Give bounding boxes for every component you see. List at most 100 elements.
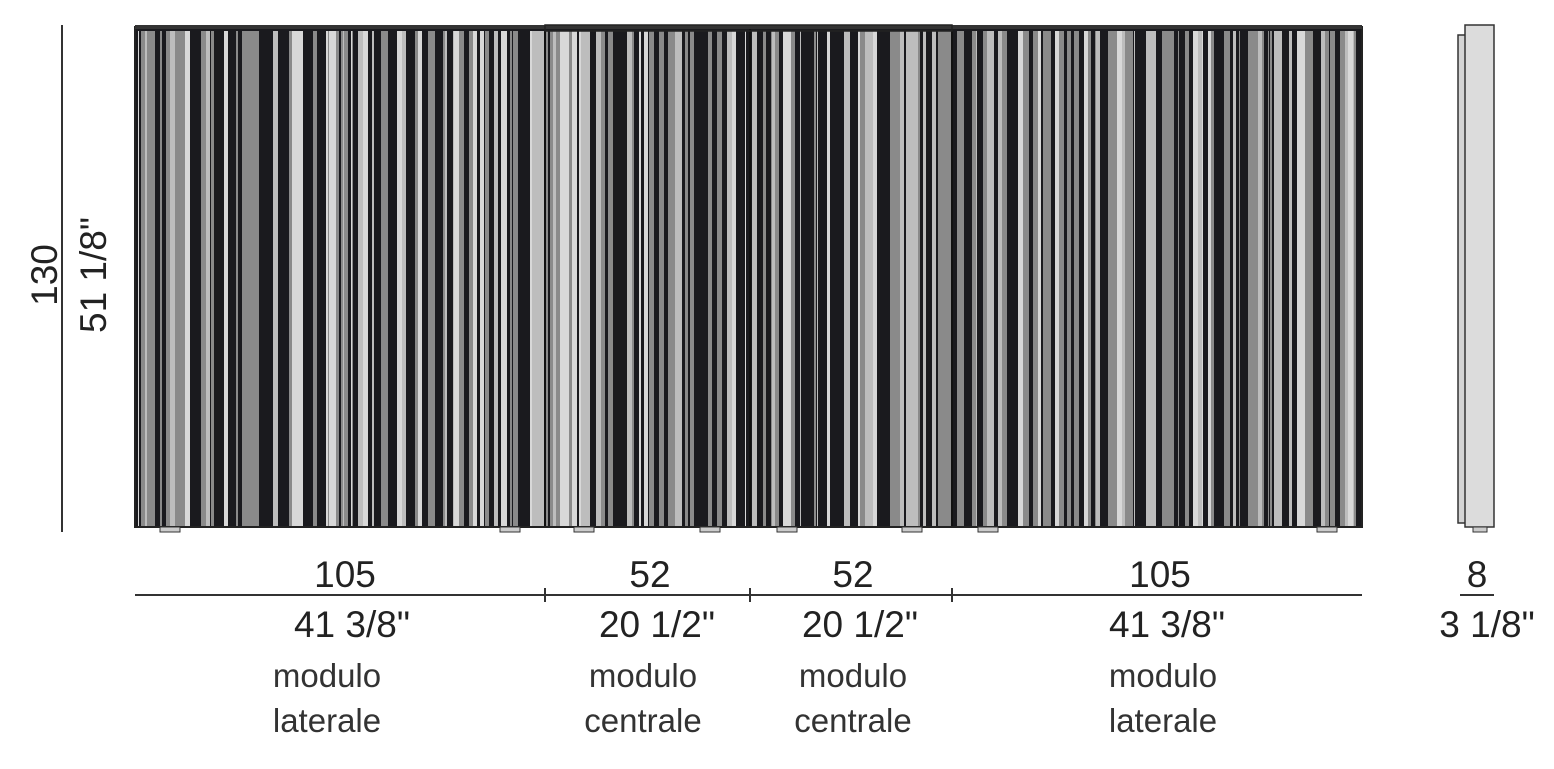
panel-stripe [358, 31, 363, 527]
panel-stripe [1269, 31, 1270, 527]
panel-stripe [590, 31, 592, 527]
panel-stripe [947, 31, 949, 527]
panel-stripe [500, 31, 501, 527]
panel-stripe [1012, 31, 1017, 527]
panel-stripe [1253, 31, 1258, 527]
panel-stripe [787, 31, 791, 527]
panel-stripe [1330, 31, 1334, 527]
panel-stripe [564, 31, 569, 527]
panel-stripe [321, 31, 326, 527]
height-in: 51 1/8" [73, 217, 114, 333]
panel-stripe [439, 31, 443, 527]
panel-stripe [704, 31, 708, 527]
panel-stripe [292, 31, 293, 527]
panel-stripe [273, 31, 277, 527]
panel-stripe [1002, 31, 1007, 527]
feet [159, 526, 1338, 533]
panel-stripe [1310, 31, 1313, 527]
side-view: 8 3 1/8" [1439, 24, 1535, 645]
panel-stripe [313, 31, 317, 527]
panel-stripe [1243, 31, 1248, 527]
panel-stripe [1135, 31, 1136, 527]
panel-stripe [808, 31, 811, 527]
panel-stripe [1043, 31, 1047, 527]
panel-stripe [634, 31, 639, 527]
panel-stripe [712, 31, 717, 527]
panel-stripe [155, 31, 160, 527]
panel-stripe [690, 31, 694, 527]
panel-stripe [1272, 31, 1274, 527]
module-name-line1: modulo [273, 657, 381, 694]
panel-stripe [328, 31, 329, 527]
panel-stripe [1007, 31, 1012, 527]
panel-stripe [515, 31, 518, 527]
module-width-in: 20 1/2" [599, 604, 715, 645]
panel-stripe [1286, 31, 1289, 527]
panel-stripe [506, 31, 507, 527]
panel-stripe [271, 31, 273, 527]
panel-stripe [717, 31, 722, 527]
panel-stripe [1017, 31, 1018, 527]
panel-stripe [447, 31, 449, 527]
panel-stripe [453, 31, 454, 527]
panel-stripe [770, 31, 771, 527]
panel-stripe [536, 31, 539, 527]
panel-stripe [675, 31, 678, 527]
panel-stripe [926, 31, 929, 527]
panel-stripe [512, 31, 513, 527]
panel-stripe [1151, 31, 1156, 527]
panel-stripe [1248, 31, 1253, 527]
panel-stripe [936, 31, 938, 527]
panel-stripe [264, 31, 268, 527]
foot [776, 526, 798, 533]
panel-stripe [1354, 31, 1356, 527]
panel-stripe [1329, 31, 1330, 527]
panel-stripe [348, 31, 351, 527]
panel-stripe [329, 31, 330, 527]
panel-stripe [175, 31, 176, 527]
panel-stripe [473, 31, 477, 527]
panel-stripe [592, 31, 596, 527]
panel-stripe [317, 31, 321, 527]
panel-stripe [980, 31, 983, 527]
panel-stripe [648, 31, 649, 527]
panel-stripe [601, 31, 605, 527]
panel-stripe [783, 31, 787, 527]
panel-stripe [1239, 31, 1240, 527]
panel-stripe [762, 31, 763, 527]
panel-stripe [1162, 31, 1167, 527]
panel-stripe [1161, 31, 1162, 527]
panel-stripe [443, 31, 445, 527]
panel-stripe [973, 31, 976, 527]
side-view-foot [1472, 526, 1488, 533]
panel-stripe [1067, 31, 1071, 527]
panel-stripe [1358, 31, 1360, 527]
panel-stripe [909, 31, 913, 527]
panel-stripe [279, 31, 280, 527]
panel-stripe [890, 31, 895, 527]
panel-stripe [141, 31, 145, 527]
panel-stripe [1348, 31, 1353, 527]
panel-stripe [418, 31, 422, 527]
panel-stripe [1105, 31, 1107, 527]
module-width-cm: 52 [832, 554, 873, 595]
panel-stripe [668, 31, 670, 527]
depth-in: 3 1/8" [1439, 604, 1534, 645]
module-width-in: 41 3/8" [294, 604, 410, 645]
panel-stripe [469, 31, 473, 527]
panel-stripe [830, 31, 834, 527]
panel-stripe [1096, 31, 1100, 527]
panel-stripe [560, 31, 564, 527]
panel-stripe [1204, 31, 1208, 527]
panel-stripe [1169, 31, 1174, 527]
panel-stripe [459, 31, 464, 527]
panel-stripe [977, 31, 979, 527]
panel-stripe [873, 31, 877, 527]
panel-stripe [1038, 31, 1041, 527]
panel-stripe [627, 31, 632, 527]
panel-stripe [510, 31, 512, 527]
panel-stripe [1189, 31, 1193, 527]
panel-stripe [278, 31, 279, 527]
panel-stripe [507, 31, 510, 527]
